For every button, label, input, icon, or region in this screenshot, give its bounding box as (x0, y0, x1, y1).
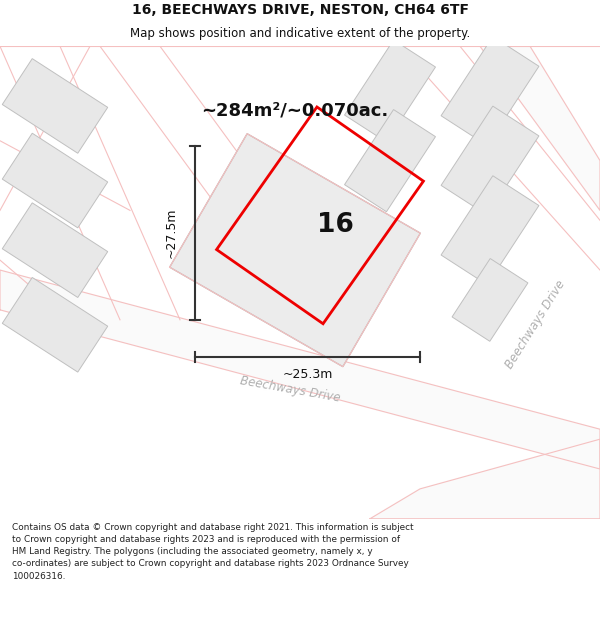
Text: Beechways Drive: Beechways Drive (239, 374, 341, 404)
Text: 16, BEECHWAYS DRIVE, NESTON, CH64 6TF: 16, BEECHWAYS DRIVE, NESTON, CH64 6TF (131, 3, 469, 17)
Polygon shape (452, 259, 528, 341)
Polygon shape (170, 134, 421, 367)
Text: ~284m²/~0.070ac.: ~284m²/~0.070ac. (202, 102, 389, 120)
Polygon shape (2, 59, 108, 153)
Polygon shape (2, 278, 108, 372)
Polygon shape (0, 270, 600, 469)
Polygon shape (441, 106, 539, 215)
Polygon shape (344, 109, 436, 212)
Polygon shape (2, 133, 108, 228)
Text: Contains OS data © Crown copyright and database right 2021. This information is : Contains OS data © Crown copyright and d… (12, 523, 413, 581)
Text: Beechways Drive: Beechways Drive (503, 278, 568, 371)
Text: ~27.5m: ~27.5m (164, 208, 178, 258)
Polygon shape (344, 40, 436, 142)
Polygon shape (441, 36, 539, 146)
Text: ~25.3m: ~25.3m (283, 368, 332, 381)
Polygon shape (441, 176, 539, 285)
Polygon shape (2, 203, 108, 298)
Text: Map shows position and indicative extent of the property.: Map shows position and indicative extent… (130, 27, 470, 40)
Polygon shape (370, 439, 600, 519)
Polygon shape (480, 46, 600, 211)
Text: 16: 16 (317, 213, 353, 238)
